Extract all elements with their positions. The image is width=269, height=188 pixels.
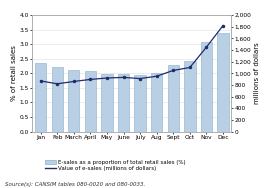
- Bar: [184, 61, 196, 132]
- Bar: [151, 73, 162, 132]
- Bar: [52, 67, 63, 132]
- Y-axis label: % of retail sales: % of retail sales: [11, 45, 17, 101]
- Text: Source(s): CANSIM tables 080-0020 and 080-0033.: Source(s): CANSIM tables 080-0020 and 08…: [5, 182, 146, 187]
- Bar: [118, 74, 129, 132]
- Bar: [35, 63, 46, 132]
- Bar: [201, 42, 212, 132]
- Bar: [85, 71, 96, 132]
- Bar: [101, 74, 112, 132]
- Legend: E-sales as a proportion of total retail sales (%), Value of e-sales (millions of: E-sales as a proportion of total retail …: [45, 160, 186, 171]
- Bar: [134, 75, 146, 132]
- Bar: [217, 33, 229, 132]
- Bar: [68, 70, 79, 132]
- Y-axis label: millions of dollars: millions of dollars: [254, 42, 260, 104]
- Bar: [168, 65, 179, 132]
